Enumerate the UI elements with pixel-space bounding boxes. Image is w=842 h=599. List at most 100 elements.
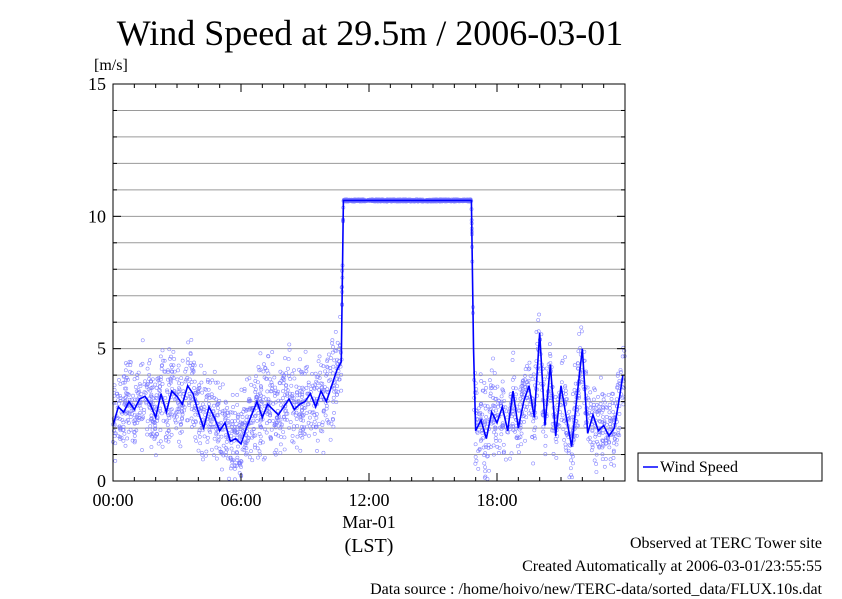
scatter-point: [118, 393, 122, 398]
scatter-point: [187, 394, 192, 398]
scatter-point: [153, 396, 158, 400]
scatter-point: [148, 394, 153, 398]
footer-created: Created Automatically at 2006-03-01/23:5…: [522, 558, 822, 575]
scatter-point: [200, 409, 205, 414]
scatter-point: [510, 377, 515, 382]
scatter-point: [229, 466, 233, 471]
scatter-point: [263, 365, 267, 370]
scatter-point: [116, 433, 120, 438]
scatter-point: [533, 364, 538, 369]
scatter-point: [145, 419, 150, 424]
scatter-point: [253, 433, 258, 438]
scatter-point: [302, 371, 307, 376]
scatter-point: [483, 469, 488, 474]
scatter-point: [244, 433, 249, 438]
scatter-point: [158, 388, 163, 393]
scatter-point: [199, 363, 203, 368]
scatter-point: [208, 380, 213, 385]
scatter-point: [597, 408, 602, 413]
scatter-point: [284, 371, 289, 375]
scatter-point: [324, 406, 329, 411]
scatter-point: [331, 424, 336, 429]
scatter-point: [165, 390, 170, 394]
scatter-point: [483, 451, 488, 456]
scatter-point: [167, 347, 172, 352]
scatter-point: [544, 366, 549, 371]
scatter-point: [254, 374, 258, 379]
scatter-point: [224, 450, 228, 455]
scatter-point: [519, 431, 524, 436]
scatter-point: [308, 415, 312, 420]
scatter-point: [169, 432, 174, 437]
scatter-point: [200, 390, 205, 395]
scatter-point: [604, 436, 608, 441]
scatter-point: [492, 371, 497, 375]
scatter-point: [520, 379, 525, 384]
scatter-point: [235, 414, 240, 419]
grid-lines: [113, 109, 625, 456]
scatter-point: [150, 432, 155, 437]
scatter-point: [611, 450, 616, 454]
scatter-point: [151, 396, 156, 401]
scatter-point: [572, 363, 577, 368]
scatter-point: [132, 430, 137, 435]
footer-source: Data source : /home/hoivo/new/TERC-data/…: [370, 581, 822, 598]
scatter-point: [596, 394, 600, 399]
scatter-point: [569, 473, 574, 478]
scatter-point: [513, 386, 518, 391]
scatter-point: [531, 372, 536, 377]
scatter-point: [261, 369, 266, 374]
scatter-point: [142, 390, 147, 395]
scatter-point: [579, 329, 584, 334]
legend: Wind Speed: [637, 452, 823, 482]
scatter-point: [601, 397, 606, 402]
scatter-point: [128, 415, 133, 419]
scatter-point: [144, 401, 149, 406]
scatter-point: [185, 375, 190, 380]
scatter-point: [495, 444, 500, 449]
scatter-point: [297, 367, 301, 372]
scatter-point: [268, 411, 273, 416]
scatter-point: [598, 375, 603, 380]
scatter-point: [124, 419, 129, 424]
scatter-point: [285, 393, 289, 398]
scatter-point: [328, 366, 332, 370]
scatter-point: [600, 392, 605, 397]
scatter-point: [230, 393, 235, 397]
scatter-point: [149, 379, 154, 384]
scatter-point: [484, 415, 489, 419]
scatter-point: [530, 435, 535, 440]
scatter-point: [594, 462, 599, 466]
scatter-point: [119, 435, 124, 440]
scatter-point: [114, 391, 119, 396]
scatter-point: [309, 386, 313, 391]
scatter-point: [475, 431, 480, 435]
scatter-point: [196, 448, 201, 453]
scatter-point: [270, 383, 275, 387]
scatter-point: [527, 411, 531, 416]
scatter-point: [515, 444, 520, 449]
x-timezone-label: (LST): [345, 535, 394, 557]
scatter-point: [239, 465, 243, 469]
scatter-point: [232, 466, 237, 471]
scatter-point: [279, 425, 284, 429]
scatter-point: [566, 448, 571, 453]
scatter-point: [297, 412, 302, 417]
scatter-point: [185, 360, 190, 365]
scatter-point: [188, 361, 193, 365]
scatter-point: [562, 438, 567, 442]
scatter-point: [202, 370, 207, 375]
scatter-point: [290, 434, 295, 438]
scatter-point: [253, 443, 257, 447]
scatter-point: [228, 410, 233, 415]
scatter-point: [184, 366, 189, 371]
scatter-point: [258, 391, 262, 396]
scatter-point: [298, 428, 303, 433]
scatter-point: [118, 427, 122, 431]
scatter-point: [145, 432, 150, 437]
scatter-point: [287, 342, 292, 347]
scatter-point: [133, 385, 138, 389]
scatter-point: [165, 388, 169, 393]
scatter-point: [212, 436, 217, 441]
scatter-point: [231, 405, 235, 409]
